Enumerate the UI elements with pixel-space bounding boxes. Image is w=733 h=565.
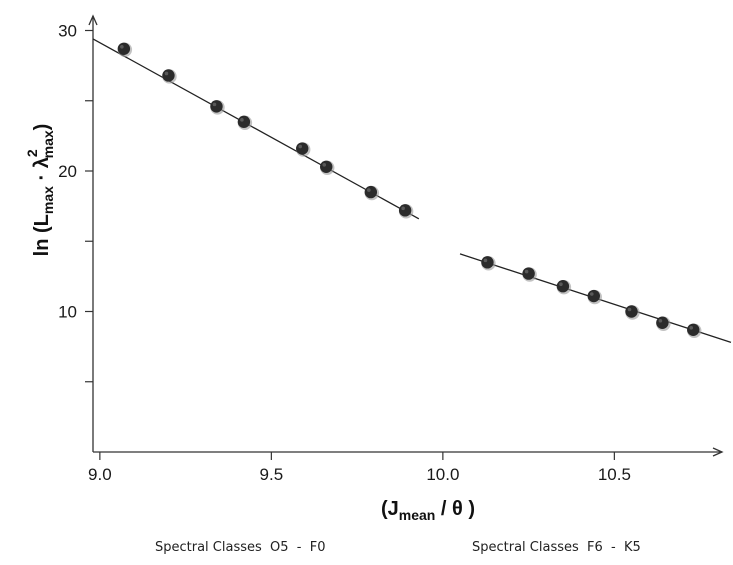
data-point-marker [320,160,333,173]
data-point-marker [522,267,535,280]
y-axis-title-l-sub: max [40,186,56,214]
data-point-highlight [212,102,217,107]
data-point-marker [237,115,251,129]
data-point-marker [556,280,570,293]
x-axis-title-close: ) [463,498,475,520]
data-point [587,289,602,305]
data-point [398,204,414,219]
tick-labels: 10 20 30 9.0 9.5 10.0 10.5 [58,22,631,485]
data-point [296,142,311,157]
data-point-marker [687,323,700,336]
data-point-highlight [524,269,529,274]
data-point-highlight [401,206,405,211]
data-point-marker [162,69,175,82]
data-point [237,115,253,131]
data-point-marker [398,204,412,217]
series-caption-o5-f0: Spectral Classes O5 - F0 [155,540,326,555]
data-point-highlight [298,144,303,149]
data-point [656,316,671,331]
data-point-highlight [483,258,488,263]
data-point-highlight [240,118,244,122]
y-axis-title-lambda: λ [31,157,53,168]
axes [85,14,724,460]
data-point [687,323,702,338]
y-axis-arrow [88,14,98,26]
data-point-highlight [322,162,327,167]
data-point-highlight [367,188,371,192]
data-point-highlight [164,71,169,76]
x-axis-arrow [712,447,724,457]
data-point-highlight [627,307,632,312]
x-axis-title-rest: / θ [435,498,462,520]
y-tick-label: 20 [58,162,77,181]
data-point [556,280,572,295]
data-point-highlight [559,282,563,287]
data-point [117,42,133,57]
y-axis-title-lambda-sup: 2 [24,149,40,157]
data-point-marker [117,42,131,55]
data-point [210,100,225,115]
data-point-highlight [120,44,124,49]
y-tick-label: 30 [58,22,77,41]
y-tick-label: 10 [58,303,77,322]
data-points [117,42,702,338]
y-axis-title-l: L [31,214,53,226]
data-point-highlight [689,325,694,330]
data-point [625,305,640,320]
x-tick-label: 9.5 [260,465,284,484]
y-axis-title-dot: · [31,168,53,186]
data-point [162,69,177,84]
x-tick-label: 9.0 [88,465,112,484]
x-axis-title-j: J [388,498,399,520]
data-point-marker [296,142,309,155]
y-axis-title-close: ) [31,124,53,131]
data-point [364,185,380,201]
data-point-marker [481,256,494,269]
data-point-marker [210,100,223,113]
data-point [320,160,335,175]
y-axis-title-fn: ln ( [31,226,53,256]
x-axis-title: (Jmean / θ ) [381,498,475,523]
data-point-marker [625,305,638,318]
y-axis-title-lambda-sub: max [40,130,56,158]
fit-line-series-1 [92,38,420,220]
x-tick-label: 10.0 [426,465,459,484]
data-point [481,256,496,271]
data-point-marker [587,289,600,303]
data-point-highlight [589,292,594,296]
x-axis-title-open: ( [381,498,388,520]
fit-lines [92,38,732,344]
data-point [522,267,537,282]
data-point-marker [364,185,378,199]
series-caption-f6-k5: Spectral Classes F6 - K5 [472,540,641,555]
x-tick-label: 10.5 [598,465,631,484]
x-axis-title-sub: mean [399,507,436,523]
data-point-highlight [658,318,663,323]
data-point-marker [656,316,669,329]
y-axis-title: ln (Lmax · λ2max) [24,124,56,257]
